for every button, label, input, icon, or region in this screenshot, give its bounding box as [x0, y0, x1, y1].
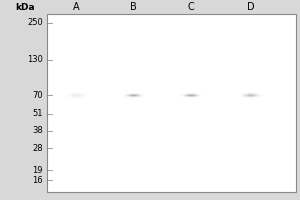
Text: 130: 130	[27, 55, 43, 64]
Text: C: C	[187, 2, 194, 12]
Text: 70: 70	[32, 91, 43, 100]
Text: D: D	[247, 2, 254, 12]
Text: 28: 28	[32, 144, 43, 153]
Text: 19: 19	[32, 166, 43, 175]
Text: 38: 38	[32, 126, 43, 135]
FancyBboxPatch shape	[46, 14, 296, 192]
Text: 51: 51	[32, 109, 43, 118]
Text: kDa: kDa	[15, 2, 34, 11]
Text: 16: 16	[32, 176, 43, 185]
Text: B: B	[130, 2, 137, 12]
Text: A: A	[73, 2, 80, 12]
Text: 250: 250	[27, 18, 43, 27]
